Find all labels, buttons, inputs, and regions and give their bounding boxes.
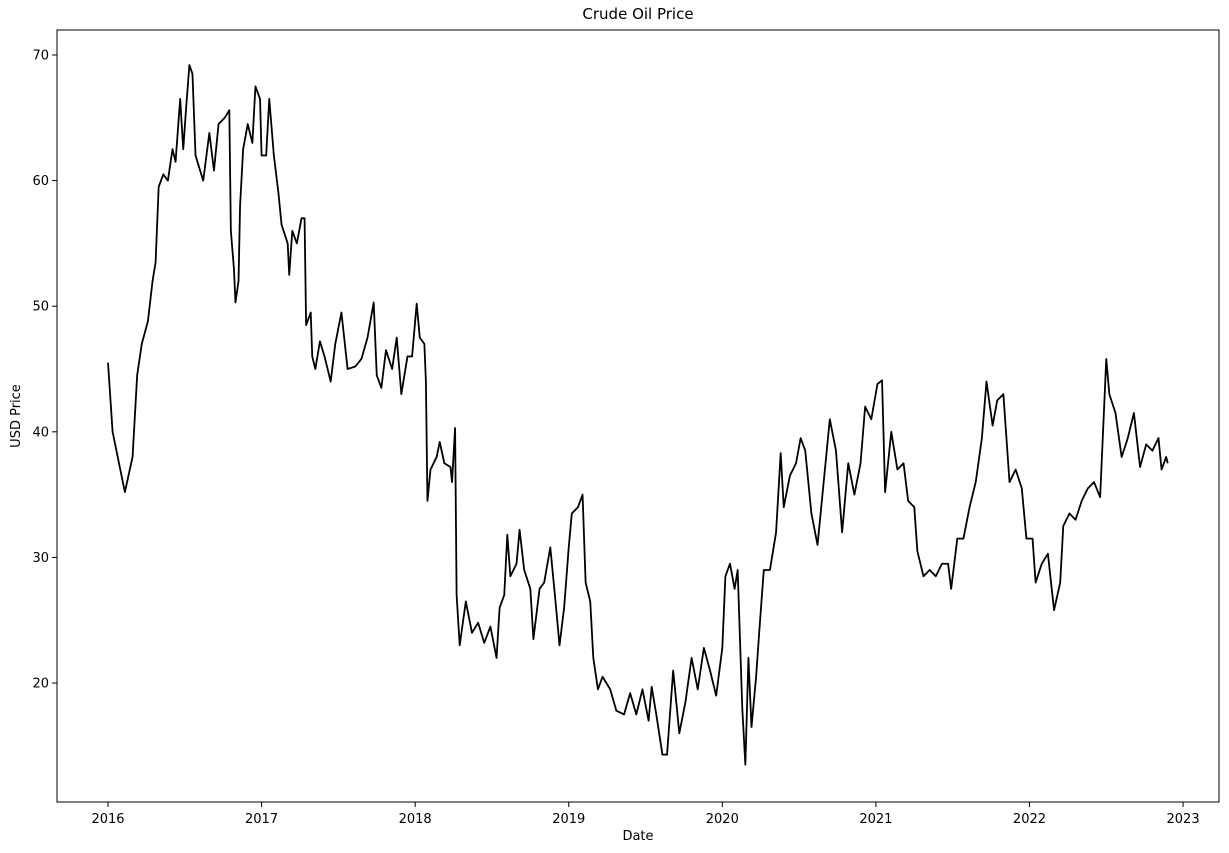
x-tick-label: 2017 xyxy=(245,812,278,827)
chart-title: Crude Oil Price xyxy=(582,5,693,23)
y-tick-label: 40 xyxy=(32,425,49,440)
price-line xyxy=(107,64,1169,766)
y-tick-label: 20 xyxy=(32,677,49,692)
y-tick-label: 70 xyxy=(32,48,49,63)
y-tick-label: 60 xyxy=(32,174,49,189)
axes-frame xyxy=(56,29,1220,803)
x-tick-label: 2023 xyxy=(1167,812,1200,827)
x-tick-label: 2016 xyxy=(91,812,124,827)
x-tick-label: 2021 xyxy=(859,812,892,827)
y-tick-label: 50 xyxy=(32,300,49,315)
y-axis-label: USD Price xyxy=(9,384,24,448)
y-tick-label: 30 xyxy=(32,551,49,566)
plot-area: 20 30 40 50 60 70 2016 2017 2018 2019 2020 2021 2022… xyxy=(32,48,1199,827)
x-tick-label: 2022 xyxy=(1013,812,1046,827)
x-tick-label: 2018 xyxy=(399,812,432,827)
x-tick-label: 2019 xyxy=(552,812,585,827)
x-tick-label: 2020 xyxy=(706,812,739,827)
x-axis-label: Date xyxy=(622,829,653,844)
